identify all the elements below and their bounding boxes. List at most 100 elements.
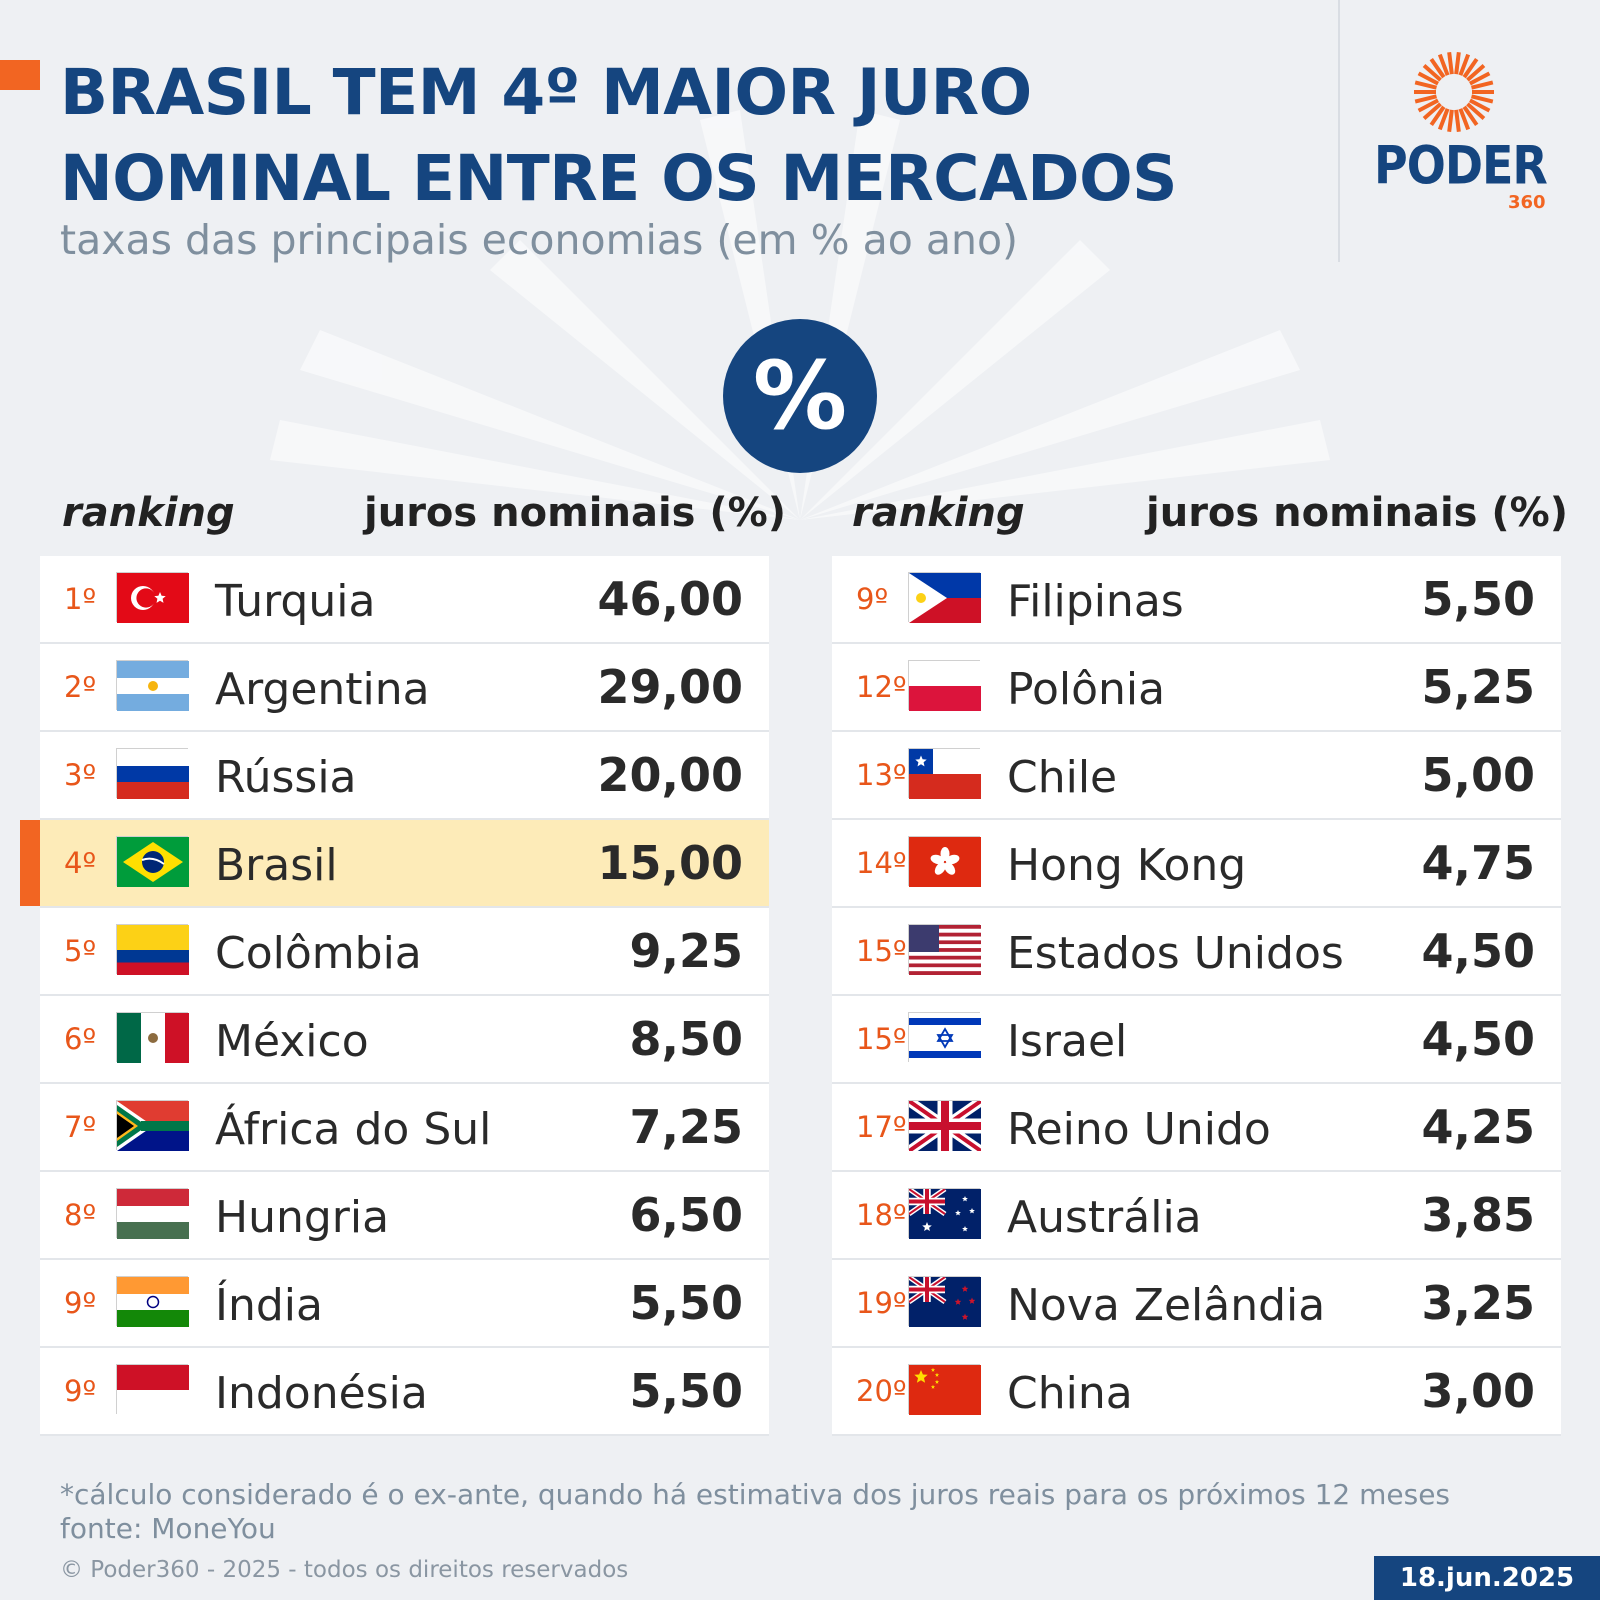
flag-il-icon — [908, 1012, 981, 1063]
sun-ray — [1429, 105, 1446, 127]
flag-mx-icon — [116, 1012, 189, 1063]
sun-ray — [1437, 53, 1450, 76]
rank-label: 4º — [64, 846, 97, 880]
sun-ray — [1462, 105, 1479, 127]
sun-ray — [1469, 98, 1491, 113]
country-name: Israel — [1007, 1016, 1128, 1067]
flag-cl-icon — [908, 748, 981, 799]
left-ranking-header: ranking — [62, 490, 235, 536]
page-title: BRASIL TEM 4º MAIOR JURO NOMINAL ENTRE O… — [60, 50, 1300, 222]
country-name: Reino Unido — [1007, 1104, 1271, 1155]
country-name: Austrália — [1007, 1192, 1202, 1243]
table-row-argentina: 2º Argentina 29,00 — [40, 644, 769, 732]
flag-cn-icon — [908, 1364, 981, 1415]
rank-label: 6º — [64, 1022, 97, 1056]
rate-value: 3,85 — [1421, 1188, 1536, 1242]
copyright: © Poder360 - 2025 - todos os direitos re… — [60, 1557, 629, 1583]
table-row-australia: 18º Austrália 3,85 — [832, 1172, 1561, 1260]
accent-bar — [0, 60, 40, 90]
rate-value: 15,00 — [597, 836, 743, 890]
rank-label: 14º — [856, 846, 907, 880]
flag-co-icon — [116, 924, 189, 975]
table-row-russia: 3º Rússia 20,00 — [40, 732, 769, 820]
flag-pl-icon — [908, 660, 981, 711]
country-name: Índia — [215, 1280, 323, 1331]
flag-ru-icon — [116, 748, 189, 799]
table-row-india: 9º Índia 5,50 — [40, 1260, 769, 1348]
sun-icon — [1414, 52, 1494, 132]
rank-label: 3º — [64, 758, 97, 792]
percent-icon: % — [723, 319, 877, 473]
rate-value: 5,50 — [629, 1364, 744, 1418]
flag-za-icon — [116, 1100, 189, 1151]
highlight-marker — [20, 820, 40, 906]
flag-gb-icon — [906, 1096, 984, 1156]
country-name: China — [1007, 1368, 1133, 1419]
country-name: Rússia — [215, 752, 357, 803]
country-name: África do Sul — [215, 1104, 492, 1155]
sun-ray — [1466, 63, 1486, 82]
sun-ray — [1470, 80, 1494, 90]
table-row-hungria: 8º Hungria 6,50 — [40, 1172, 769, 1260]
country-name: Nova Zelândia — [1007, 1280, 1326, 1331]
flag-hu-icon — [116, 1188, 189, 1239]
country-name: Hong Kong — [1007, 840, 1247, 891]
right-ranking-header: ranking — [852, 490, 1025, 536]
country-name: Colômbia — [215, 928, 422, 979]
table-row-israel: 15º Israel 4,50 — [832, 996, 1561, 1084]
rate-value: 5,25 — [1421, 660, 1536, 714]
country-name: Argentina — [215, 664, 430, 715]
flag-au-icon — [907, 1186, 981, 1239]
rate-value: 7,25 — [629, 1100, 744, 1154]
rank-label: 8º — [64, 1198, 97, 1232]
left-value-header: juros nominais (%) — [364, 490, 787, 536]
logo-number: 360 — [1508, 192, 1546, 213]
rank-label: 9º — [64, 1374, 97, 1408]
sun-ray — [1429, 57, 1446, 79]
country-name: Filipinas — [1007, 576, 1184, 627]
country-name: Brasil — [215, 840, 338, 891]
right-value-header: juros nominais (%) — [1146, 490, 1569, 536]
sun-ray — [1458, 53, 1471, 76]
sun-ray — [1437, 108, 1450, 131]
table-row-nova-zelandia: 19º Nova Zelândia 3,25 — [832, 1260, 1561, 1348]
sun-ray — [1447, 109, 1454, 132]
rank-label: 20º — [856, 1374, 907, 1408]
rate-value: 5,50 — [1421, 572, 1536, 626]
flag-tr-icon — [116, 572, 189, 623]
date-badge: 18.jun.2025 — [1374, 1556, 1600, 1600]
rank-label: 15º — [856, 1022, 907, 1056]
header-divider — [1338, 0, 1340, 262]
ranking-table-right: 9º Filipinas 5,50 12º Polônia 5,25 13º Chile 5,0… — [832, 556, 1561, 1436]
table-row-filipinas: 9º Filipinas 5,50 — [832, 556, 1561, 644]
rank-label: 15º — [856, 934, 907, 968]
footnote-note: *cálculo considerado é o ex-ante, quando… — [60, 1478, 1451, 1511]
page-subtitle: taxas das principais economias (em % ao … — [60, 216, 1019, 264]
table-row-reino-unido: 17º Reino Unido 4,25 — [832, 1084, 1561, 1172]
sun-ray — [1462, 57, 1479, 79]
sun-ray — [1414, 94, 1438, 104]
table-row-chile: 13º Chile 5,00 — [832, 732, 1561, 820]
rate-value: 20,00 — [597, 748, 743, 802]
ranking-table-left: 1º Turquia 46,00 2º Argentina 29,00 3º Rússia 20… — [20, 556, 769, 1436]
rate-value: 6,50 — [629, 1188, 744, 1242]
table-row-polonia: 12º Polônia 5,25 — [832, 644, 1561, 732]
sun-ray — [1417, 71, 1439, 86]
rate-value: 5,50 — [629, 1276, 744, 1330]
table-row-africa-do-sul: 7º África do Sul 7,25 — [40, 1084, 769, 1172]
flag-us-icon — [908, 924, 981, 975]
flag-br-icon — [116, 836, 189, 887]
sun-ray — [1470, 94, 1494, 104]
rate-value: 8,50 — [629, 1012, 744, 1066]
rate-value: 4,50 — [1421, 1012, 1536, 1066]
table-row-hong-kong: 14º Hong Kong 4,75 — [832, 820, 1561, 908]
country-name: México — [215, 1016, 369, 1067]
sun-ray — [1422, 63, 1442, 82]
sun-ray — [1466, 102, 1486, 121]
logo-text: PODER — [1374, 133, 1548, 197]
rank-label: 18º — [856, 1198, 907, 1232]
sun-ray — [1447, 52, 1454, 75]
rate-value: 4,75 — [1421, 836, 1536, 890]
flag-hk-icon — [908, 836, 981, 887]
table-row-brasil: 4º Brasil 15,00 — [20, 820, 769, 908]
